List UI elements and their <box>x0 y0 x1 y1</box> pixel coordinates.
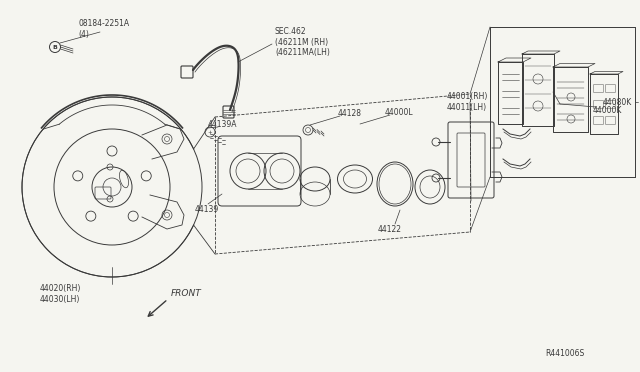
Text: SEC.462
(46211M (RH)
(46211MA(LH): SEC.462 (46211M (RH) (46211MA(LH) <box>275 27 330 57</box>
Text: 44122: 44122 <box>378 224 402 234</box>
Text: 08184-2251A
(4): 08184-2251A (4) <box>78 19 129 39</box>
Text: 44128: 44128 <box>338 109 362 118</box>
Text: 44139A: 44139A <box>208 119 237 128</box>
Text: B: B <box>52 45 58 49</box>
Text: 44000K: 44000K <box>593 106 622 115</box>
Text: +: + <box>207 129 212 135</box>
Text: 44001(RH)
44011(LH): 44001(RH) 44011(LH) <box>447 92 488 112</box>
Text: R441006S: R441006S <box>545 350 584 359</box>
Text: 44139: 44139 <box>195 205 220 214</box>
Text: 44000L: 44000L <box>385 108 413 116</box>
Text: FRONT: FRONT <box>171 289 202 298</box>
Text: 44020(RH)
44030(LH): 44020(RH) 44030(LH) <box>40 284 81 304</box>
Text: 44080K: 44080K <box>603 97 632 106</box>
